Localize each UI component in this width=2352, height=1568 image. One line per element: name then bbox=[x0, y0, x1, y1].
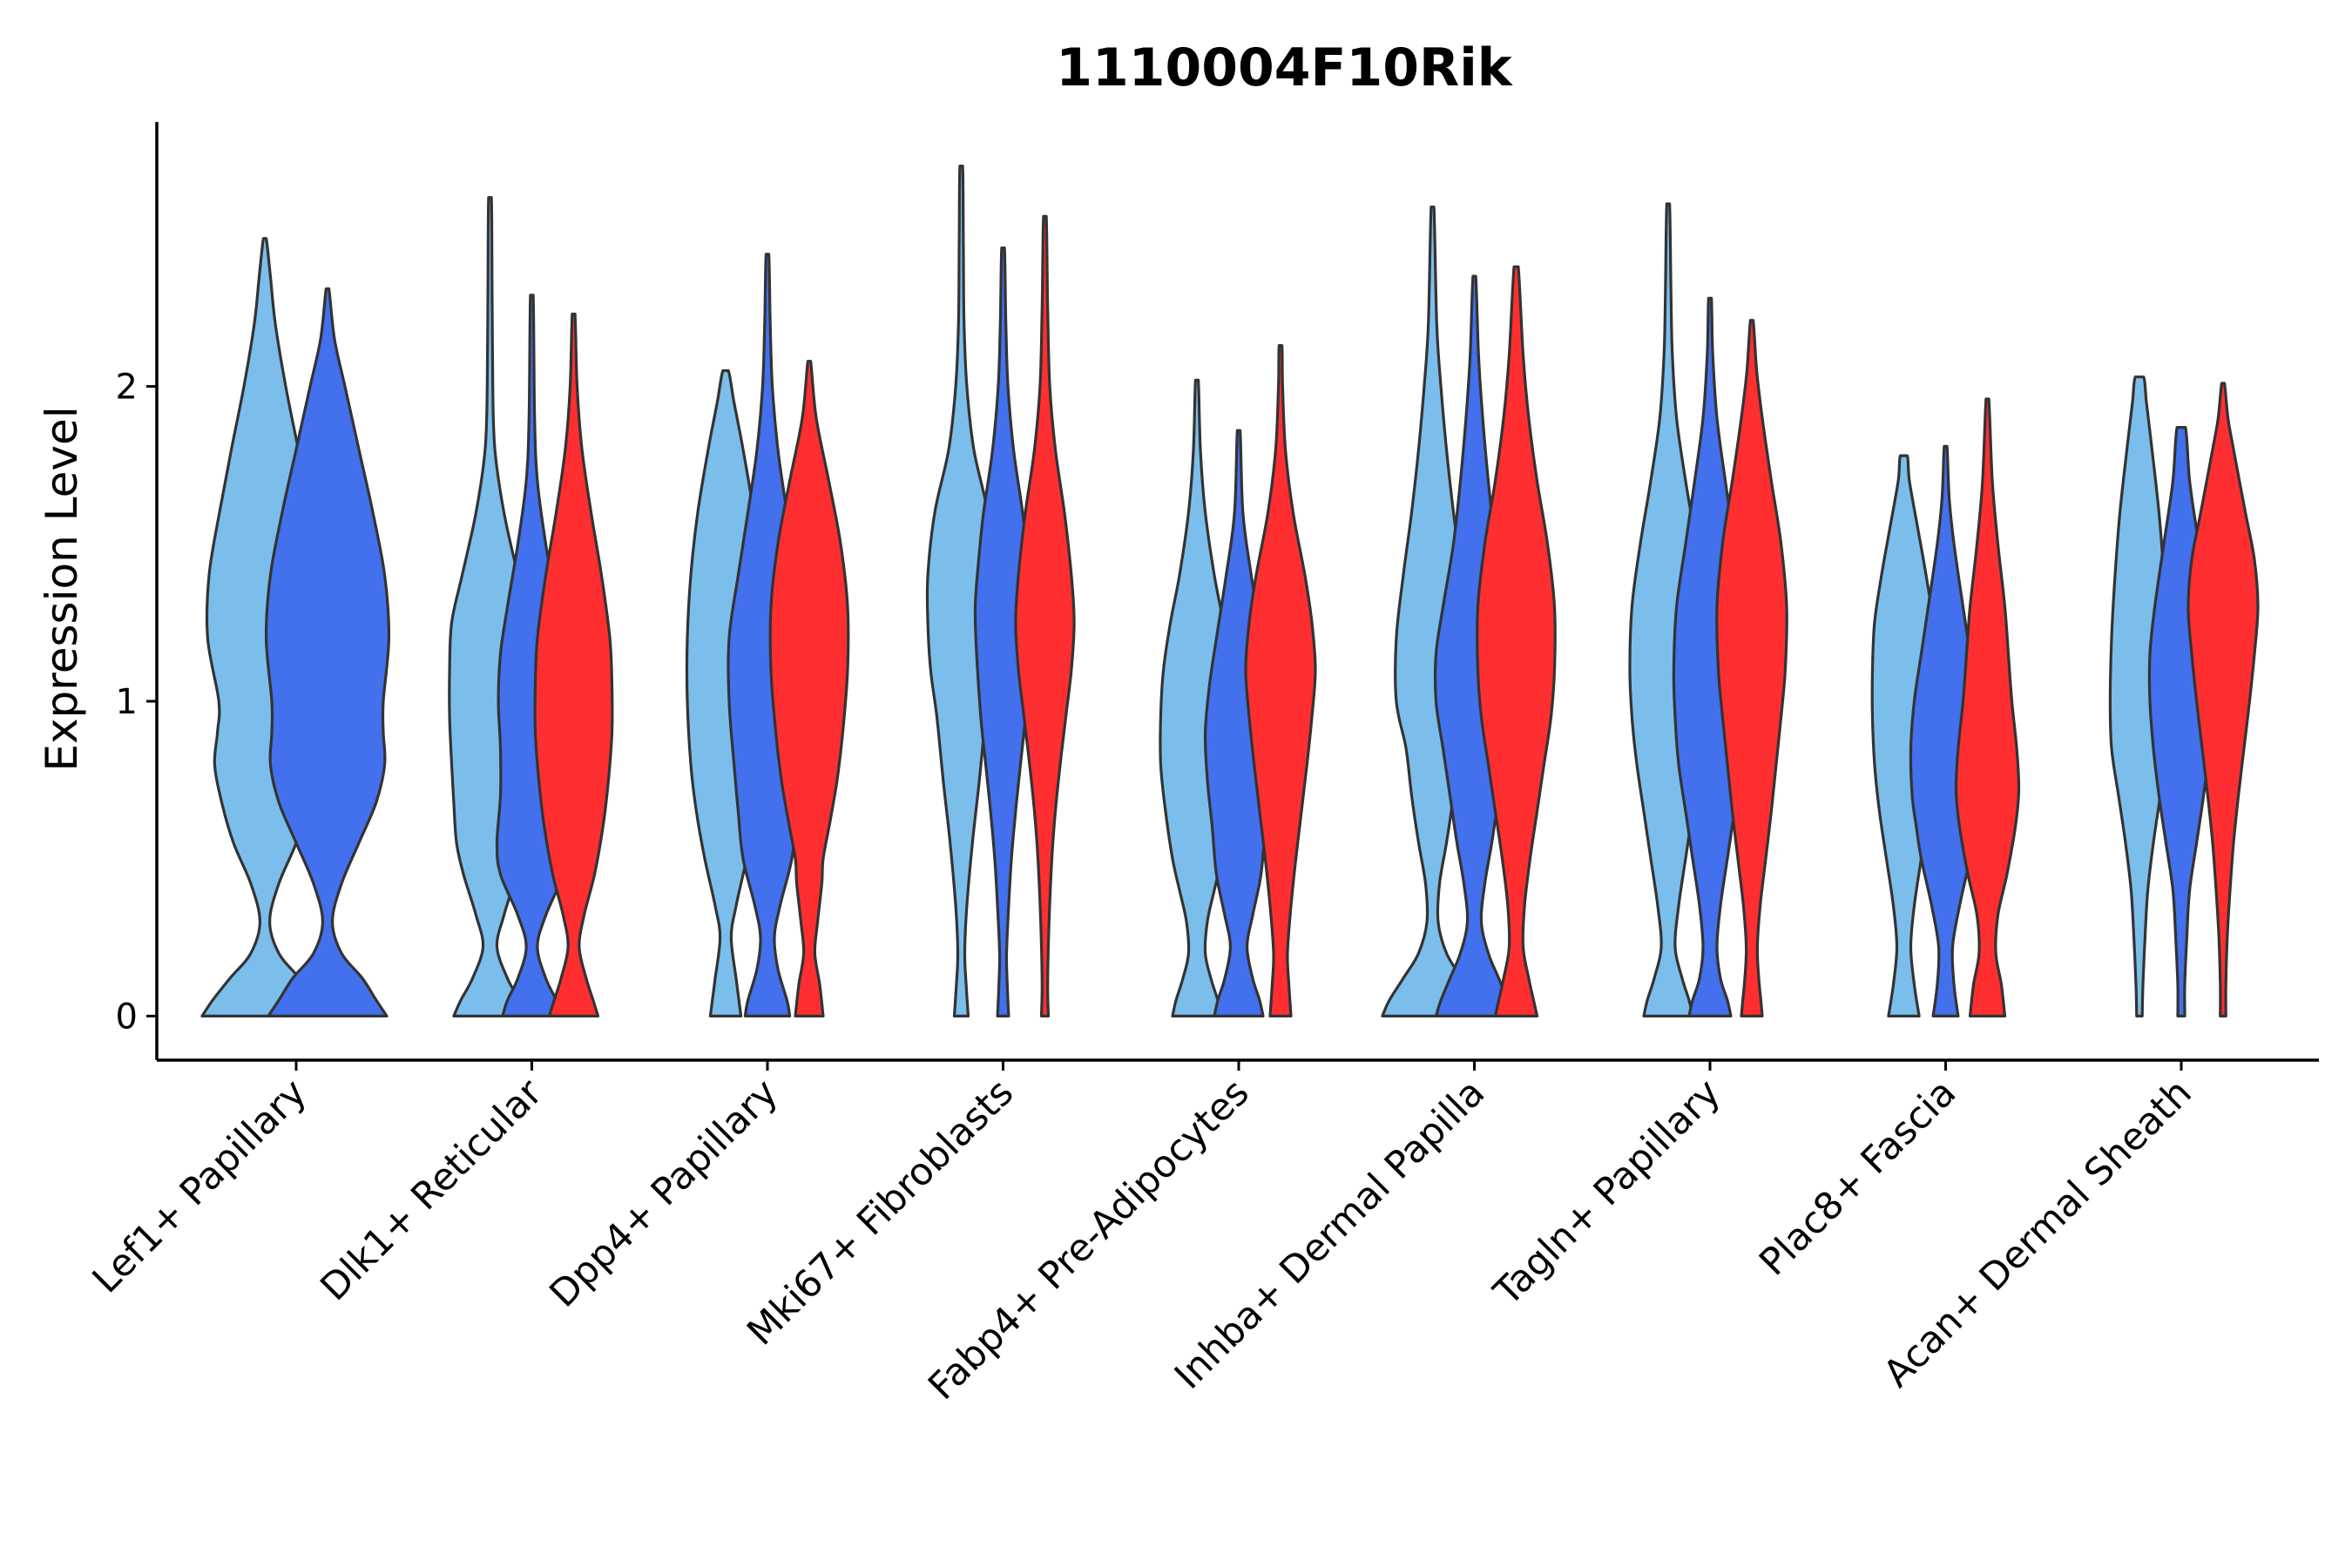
x-tick-label-dpp4-papillary: Dpp4+ Papillary bbox=[542, 1071, 787, 1315]
violin-tagln-papillary-red bbox=[1715, 319, 1788, 1017]
violin-lef1-papillary-blue bbox=[264, 287, 391, 1017]
violin-tagln-papillary-blue bbox=[1672, 296, 1748, 1017]
violin-inhba-dermal-papilla-blue bbox=[1433, 274, 1516, 1017]
violin-mki67-fibroblasts-red bbox=[1014, 214, 1076, 1017]
y-tick-label: 0 bbox=[116, 997, 138, 1037]
violin-inhba-dermal-papilla-light-blue bbox=[1381, 205, 1484, 1017]
chart-title: 1110004F10Rik bbox=[1056, 37, 1513, 98]
y-axis-label: Expression Level bbox=[37, 406, 87, 771]
violin-inhba-dermal-papilla-red bbox=[1476, 265, 1557, 1017]
violin-plac8-fascia-red bbox=[1954, 397, 2021, 1017]
x-tick-label-lef1-papillary: Lef1+ Papillary bbox=[84, 1071, 315, 1301]
violin-fabp4-pre-adipocytes-blue bbox=[1203, 429, 1274, 1017]
violin-dlk1-reticular-red bbox=[533, 312, 614, 1017]
violin-fabp4-pre-adipocytes-red bbox=[1244, 344, 1317, 1017]
violin-acan-dermal-sheath-light-blue bbox=[2108, 375, 2171, 1017]
y-tick-label: 1 bbox=[116, 682, 138, 722]
violin-mki67-fibroblasts-light-blue bbox=[925, 164, 997, 1017]
x-tick-label-dlk1-reticular: Dlk1+ Reticular bbox=[313, 1071, 551, 1309]
y-ticks: 0 1 2 bbox=[116, 368, 157, 1037]
violin-acan-dermal-sheath-red bbox=[2186, 382, 2260, 1017]
violin-layer bbox=[200, 164, 2260, 1017]
x-tick-label-tagln-papillary: Tagln+ Papillary bbox=[1485, 1071, 1729, 1315]
violin-dpp4-papillary-red bbox=[768, 360, 850, 1017]
x-tick-label-plac8-fascia: Plac8+ Fascia bbox=[1751, 1071, 1964, 1284]
y-tick-label: 2 bbox=[116, 368, 138, 408]
x-tick-label-mki67-fibroblasts: Mki67+ Fibroblasts bbox=[739, 1071, 1022, 1354]
violin-mki67-fibroblasts-blue bbox=[973, 246, 1033, 1017]
